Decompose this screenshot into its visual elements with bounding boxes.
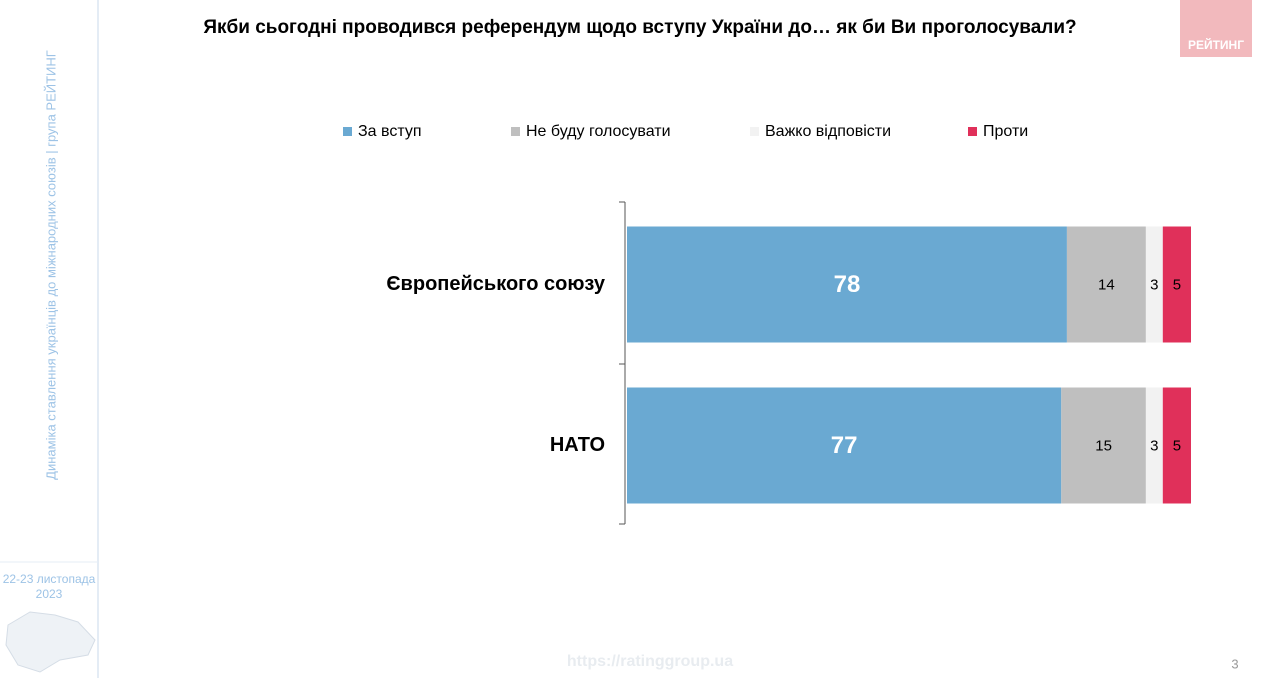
bar-segment <box>1066 226 1146 343</box>
bar-segment <box>627 226 1067 343</box>
data-label: 3 <box>1150 437 1158 454</box>
data-label: 14 <box>1098 276 1115 293</box>
data-label: 5 <box>1173 276 1181 293</box>
legend-swatch <box>343 127 352 136</box>
bar-segment <box>1145 387 1163 504</box>
category-label: Європейського союзу <box>386 273 606 295</box>
logo-box <box>1180 0 1252 57</box>
legend-label: Проти <box>983 123 1028 140</box>
data-label: 77 <box>831 432 858 459</box>
legend-label: Важко відповісти <box>765 123 891 140</box>
data-label: 15 <box>1095 437 1112 454</box>
legend-label: Не буду голосувати <box>526 123 671 140</box>
sidebar-date: 2023 <box>36 587 63 601</box>
legend-swatch <box>750 127 759 136</box>
page-number: 3 <box>1231 656 1238 671</box>
bar-segment <box>1145 226 1163 343</box>
category-label: НАТО <box>550 434 605 456</box>
bar-segment <box>1162 387 1191 504</box>
chart-title: Якби сьогодні проводився референдум щодо… <box>203 17 1076 38</box>
bar-segment <box>1061 387 1146 504</box>
sidebar-date: 22-23 листопада <box>3 572 96 586</box>
legend-swatch <box>511 127 520 136</box>
map-icon <box>5 611 96 673</box>
footer-url: https://ratinggroup.ua <box>567 653 733 670</box>
data-label: 3 <box>1150 276 1158 293</box>
logo: РЕЙТИНГ <box>1188 37 1244 52</box>
data-label: 5 <box>1173 437 1181 454</box>
bar-segment <box>1162 226 1191 343</box>
sidebar-caption: Динаміка ставлення українців до міжнарод… <box>43 50 58 480</box>
legend-swatch <box>968 127 977 136</box>
bar-segment <box>627 387 1062 504</box>
data-label: 78 <box>834 271 861 298</box>
legend-label: За вступ <box>358 123 422 140</box>
